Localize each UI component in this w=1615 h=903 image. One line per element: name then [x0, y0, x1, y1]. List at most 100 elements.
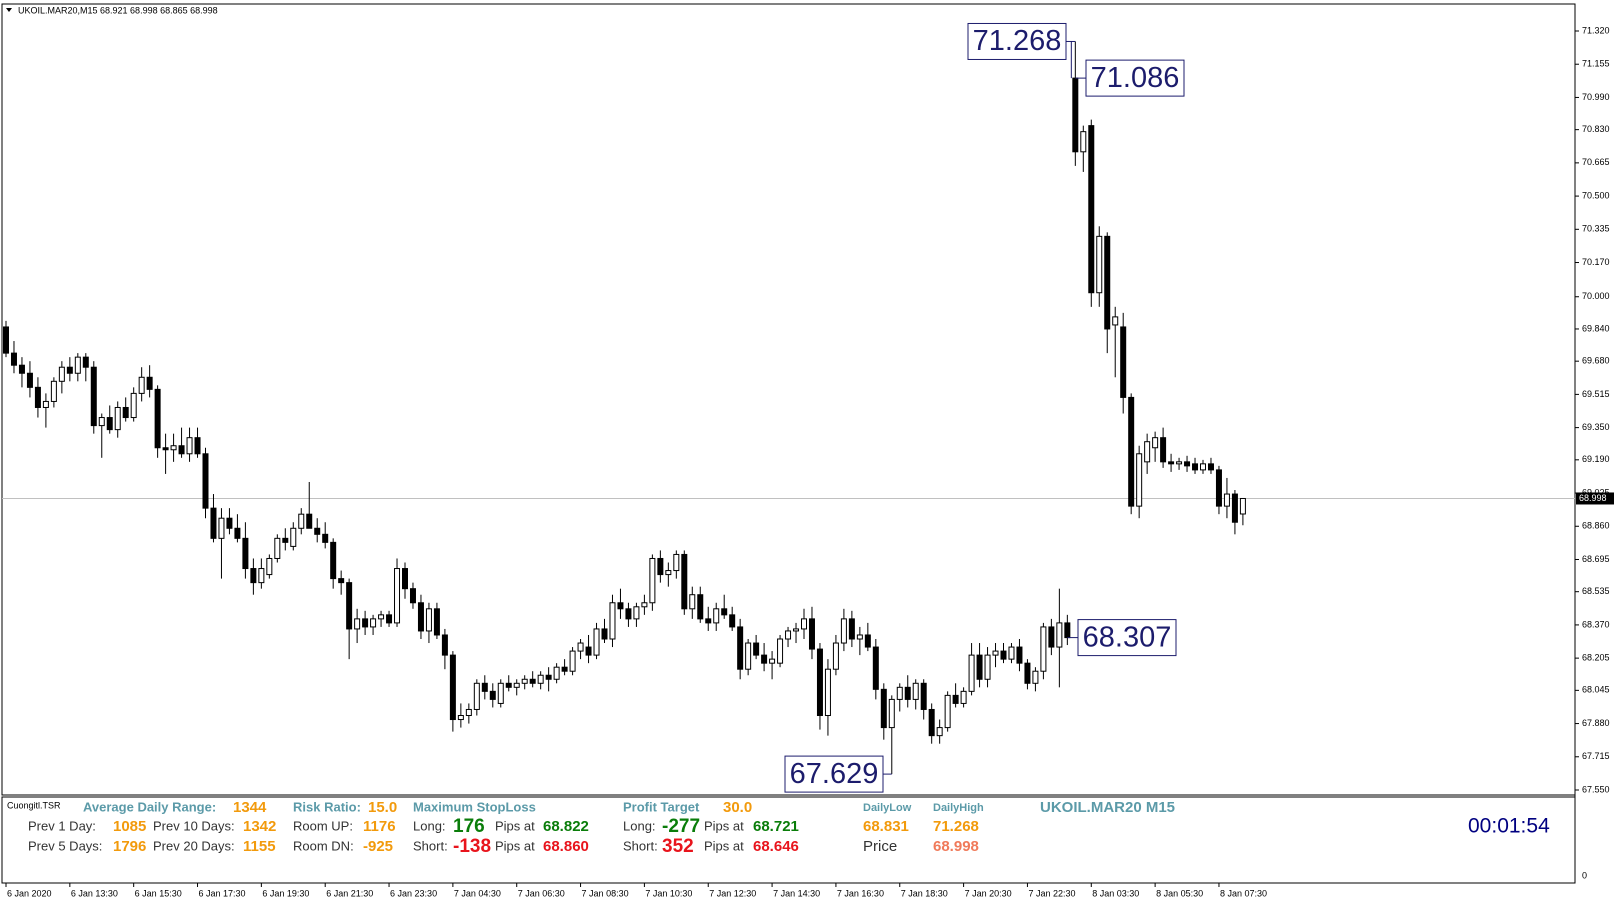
- symbol-menu-arrow[interactable]: [6, 8, 12, 12]
- y-tick-label: 70.170: [1582, 257, 1610, 267]
- candle-body: [298, 513, 305, 529]
- x-tick-label: 8 Jan 03:30: [1092, 888, 1139, 898]
- candle-body: [1152, 437, 1159, 449]
- candle-body: [513, 682, 520, 688]
- candle-body: [354, 618, 361, 630]
- price-label-box: [784, 755, 884, 793]
- x-tick-label: 7 Jan 14:30: [773, 888, 820, 898]
- candle-body: [465, 708, 472, 717]
- candle-body: [170, 445, 177, 451]
- panel-text: 1796: [113, 838, 146, 855]
- candle-body: [689, 594, 696, 610]
- panel-text: Pips at: [704, 818, 744, 833]
- candle-body: [98, 417, 105, 427]
- panel-text: Risk Ratio:: [293, 799, 361, 814]
- price-label: 71.086: [1091, 62, 1180, 94]
- candle-body: [26, 372, 33, 388]
- candle-body: [433, 608, 440, 636]
- candle-body: [489, 690, 496, 700]
- candle-body: [848, 618, 855, 640]
- candle-body: [577, 642, 584, 652]
- panel-text: Prev 10 Days:: [153, 818, 235, 833]
- candle-body: [880, 688, 887, 729]
- candle-body: [346, 582, 353, 630]
- x-tick-label: 6 Jan 19:30: [262, 888, 309, 898]
- panel-text: 00:01:54: [1468, 815, 1550, 838]
- panel-text: DailyHigh: [933, 802, 984, 814]
- candle-body: [1096, 235, 1103, 294]
- panel-text: UKOIL.MAR20 M15: [1040, 799, 1175, 816]
- panel-text: 68.721: [753, 818, 799, 835]
- panel-text: Maximum StopLoss: [413, 799, 536, 814]
- panel-text: 1085: [113, 818, 146, 835]
- x-tick-label: 8 Jan 07:30: [1220, 888, 1267, 898]
- candle-body: [154, 388, 161, 449]
- candle-body: [1040, 626, 1047, 672]
- x-tick-label: 6 Jan 13:30: [71, 888, 118, 898]
- candle-body: [441, 634, 448, 656]
- y-tick-label: 68.695: [1582, 554, 1610, 564]
- panel-text: Short:: [623, 838, 658, 853]
- candle-body: [82, 356, 89, 368]
- x-tick-label: 8 Jan 05:30: [1156, 888, 1203, 898]
- candle-body: [992, 650, 999, 656]
- candle-body: [545, 674, 552, 680]
- candle-body: [649, 557, 656, 604]
- candle-body: [769, 658, 776, 664]
- candle-body: [282, 537, 289, 543]
- y-tick-label: 70.335: [1582, 224, 1610, 234]
- panel-text: 15.0: [368, 799, 397, 816]
- candle-body: [665, 570, 672, 576]
- price-label: 71.268: [973, 25, 1062, 57]
- candle-body: [1144, 441, 1151, 463]
- candle-body: [306, 513, 313, 529]
- x-tick-label: 7 Jan 10:30: [645, 888, 692, 898]
- x-tick-label: 7 Jan 08:30: [582, 888, 629, 898]
- candle-body: [386, 614, 393, 624]
- candle-body: [34, 386, 41, 408]
- candle-body: [1215, 469, 1222, 507]
- candle-body: [785, 630, 792, 640]
- panel-text: 68.998: [933, 838, 979, 855]
- candle-body: [18, 364, 25, 374]
- panel-text: Prev 5 Days:: [28, 838, 102, 853]
- x-tick-label: 7 Jan 04:30: [454, 888, 501, 898]
- candle-body: [74, 356, 81, 374]
- y-tick-label: 70.830: [1582, 124, 1610, 134]
- candle-body: [625, 608, 632, 620]
- candle-body: [481, 682, 488, 692]
- candle-body: [1200, 463, 1206, 471]
- candle-body: [314, 527, 321, 535]
- x-tick-label: 7 Jan 20:30: [965, 888, 1012, 898]
- y-tick-label: 70.500: [1582, 190, 1610, 200]
- panel-text: 1176: [363, 818, 396, 835]
- candle-body: [90, 366, 97, 427]
- candle-body: [601, 628, 608, 640]
- x-tick-label: 6 Jan 2020: [7, 888, 52, 898]
- panel-text: 1155: [243, 838, 276, 855]
- y-tick-label: 70.000: [1582, 291, 1610, 301]
- panel-text: Long:: [413, 818, 446, 833]
- y-tick-label: 67.550: [1582, 784, 1610, 794]
- panel-text: Average Daily Range:: [83, 799, 216, 814]
- panel-text: Prev 20 Days:: [153, 838, 235, 853]
- price-label: 67.629: [790, 758, 879, 790]
- y-tick-label: 69.190: [1582, 454, 1610, 464]
- candle-body: [705, 618, 712, 624]
- candle-body: [242, 537, 249, 570]
- candle-body: [593, 628, 600, 656]
- candle-body: [816, 648, 823, 717]
- candle-body: [888, 698, 895, 729]
- candle-body: [106, 417, 113, 431]
- current-price-tag: [1576, 492, 1614, 505]
- chart-header: UKOIL.MAR20,M15 68.921 68.998 68.865 68.…: [18, 5, 218, 15]
- candle-body: [896, 686, 903, 700]
- candle-body: [50, 380, 57, 402]
- panel-text: 71.268: [933, 818, 979, 835]
- price-label-box: [967, 22, 1067, 60]
- candle-body: [1176, 461, 1183, 465]
- candle-body: [402, 568, 408, 590]
- candle-body: [585, 646, 592, 656]
- candle-body: [218, 517, 225, 539]
- y-tick-label: 69.515: [1582, 389, 1610, 399]
